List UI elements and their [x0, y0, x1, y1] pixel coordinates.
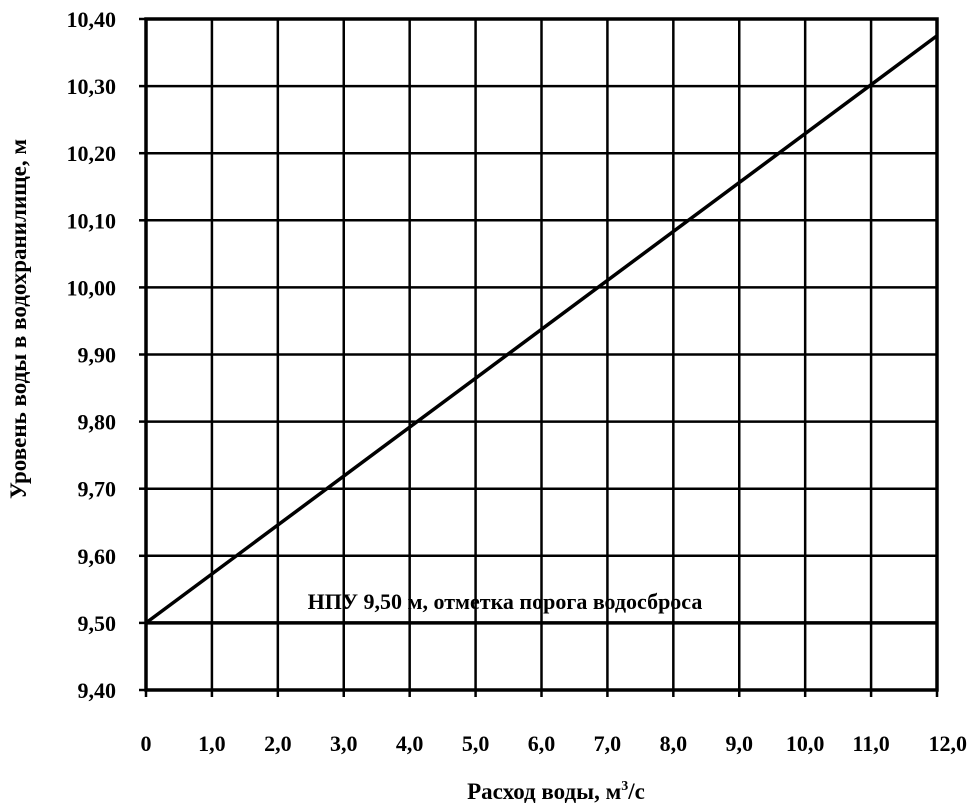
- y-tick-label-9: 10,30: [67, 74, 117, 99]
- y-tick-label-10: 10,40: [67, 7, 117, 32]
- x-tick-label-12: 12,0: [929, 731, 968, 756]
- x-tick-label-7: 7,0: [594, 731, 622, 756]
- x-tick-label-11: 11,0: [852, 731, 889, 756]
- x-tick-label-3: 3,0: [330, 731, 358, 756]
- y-tick-label-3: 9,70: [78, 477, 117, 502]
- y-tick-label-6: 10,00: [67, 275, 117, 300]
- y-tick-label-7: 10,10: [67, 208, 117, 233]
- x-axis-label-sup: 3: [621, 779, 628, 794]
- x-axis-label-suffix: /с: [627, 779, 645, 804]
- y-axis-label: Уровень воды в водохранилище, м: [6, 139, 31, 499]
- x-tick-label-9: 9,0: [726, 731, 754, 756]
- series-line-0: [144, 34, 939, 625]
- series-layer: [144, 34, 939, 625]
- x-tick-label-8: 8,0: [660, 731, 688, 756]
- x-tick-label-2: 2,0: [264, 731, 292, 756]
- y-tick-label-0: 9,40: [78, 678, 117, 703]
- y-tick-label-4: 9,80: [78, 410, 117, 435]
- x-axis-label: Расход воды, м3/с: [467, 779, 645, 804]
- x-tick-label-6: 6,0: [528, 731, 556, 756]
- y-tick-label-8: 10,20: [67, 141, 117, 166]
- y-tick-label-1: 9,50: [78, 611, 117, 636]
- x-axis-label-main: Расход воды, м: [467, 779, 621, 804]
- y-tick-label-5: 9,90: [78, 343, 117, 368]
- annotations: НПУ 9,50 м, отметка порога водосброса: [308, 589, 703, 614]
- x-tick-label-10: 10,0: [786, 731, 825, 756]
- y-tick-labels: 9,40 9,50 9,60 9,70 9,80 9,90 10,00 10,10 10,20 1…: [67, 7, 117, 703]
- x-tick-label-0: 0: [141, 731, 152, 756]
- reference-line-label-0: НПУ 9,50 м, отметка порога водосброса: [308, 589, 703, 614]
- plot-frame: [139, 17, 939, 697]
- x-tick-label-4: 4,0: [396, 731, 424, 756]
- y-tick-label-2: 9,60: [78, 544, 117, 569]
- x-tick-labels: 0 1,0 2,0 3,0 4,0 5,0 6,0 7,0 8,0 9,0 10,0 11,0 12,0: [141, 731, 968, 756]
- x-tick-label-1: 1,0: [198, 731, 226, 756]
- x-tick-label-5: 5,0: [462, 731, 490, 756]
